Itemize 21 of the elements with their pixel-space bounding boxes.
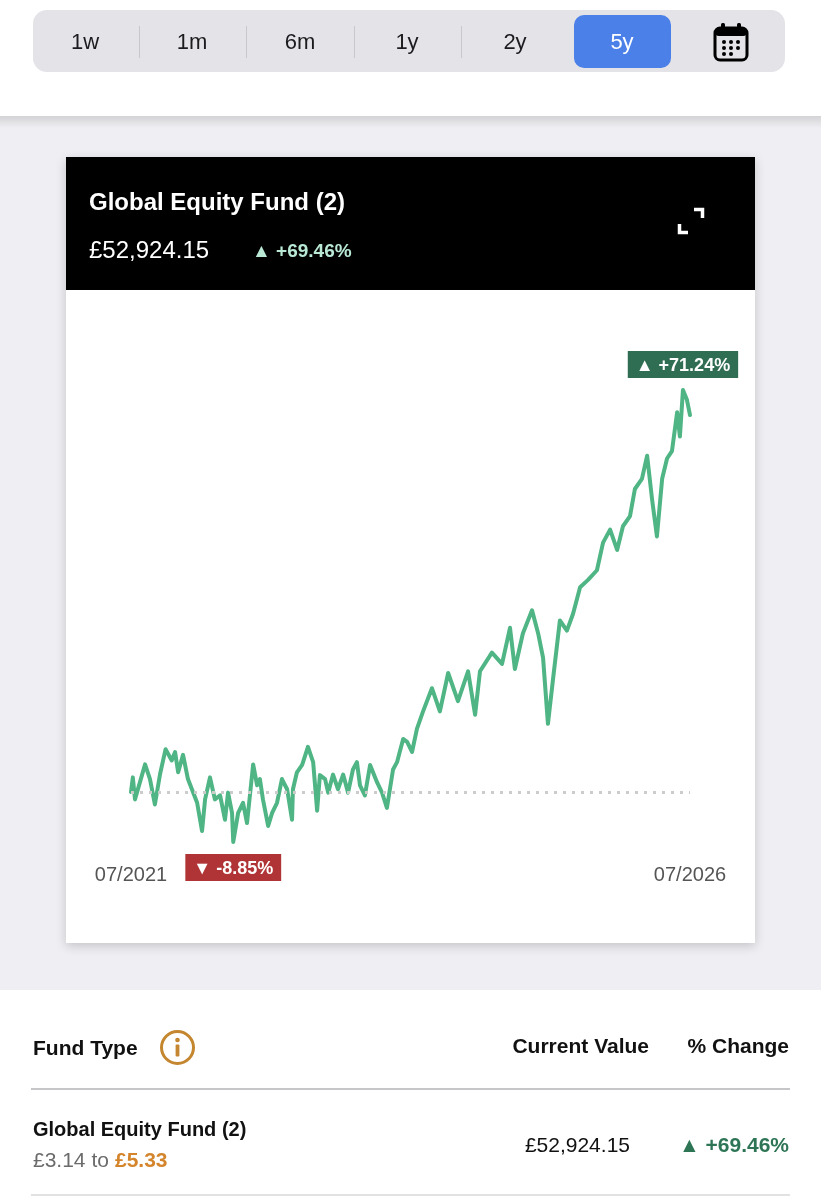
text: £52,924.15	[524, 1132, 630, 1158]
x-tick-label: 07/2021	[94, 863, 168, 885]
text: 5y	[610, 29, 634, 55]
text: Fund Type	[33, 1035, 138, 1061]
text: £5.33	[115, 1147, 168, 1173]
x-tick-label: 07/2026	[653, 863, 727, 885]
chart-subtitle: £52,924.15	[89, 236, 210, 264]
data-label: ▼ -8.85%	[193, 858, 274, 878]
text: £3.14 to	[33, 1147, 109, 1173]
text: 1w	[70, 29, 100, 55]
text: Global Equity Fund (2)	[33, 1117, 247, 1141]
text: ▲ +69.46%	[678, 1132, 789, 1158]
text: % Change	[687, 1033, 789, 1059]
text: 1y	[395, 29, 419, 55]
data-label: ▲ +71.24%	[635, 355, 731, 375]
text: 1m	[176, 29, 208, 55]
text: 6m	[284, 29, 316, 55]
text: 2y	[503, 29, 527, 55]
text: Current Value	[512, 1033, 649, 1059]
chart-title: Global Equity Fund (2)	[89, 188, 345, 216]
text: ▲ +69.46%	[252, 240, 352, 262]
